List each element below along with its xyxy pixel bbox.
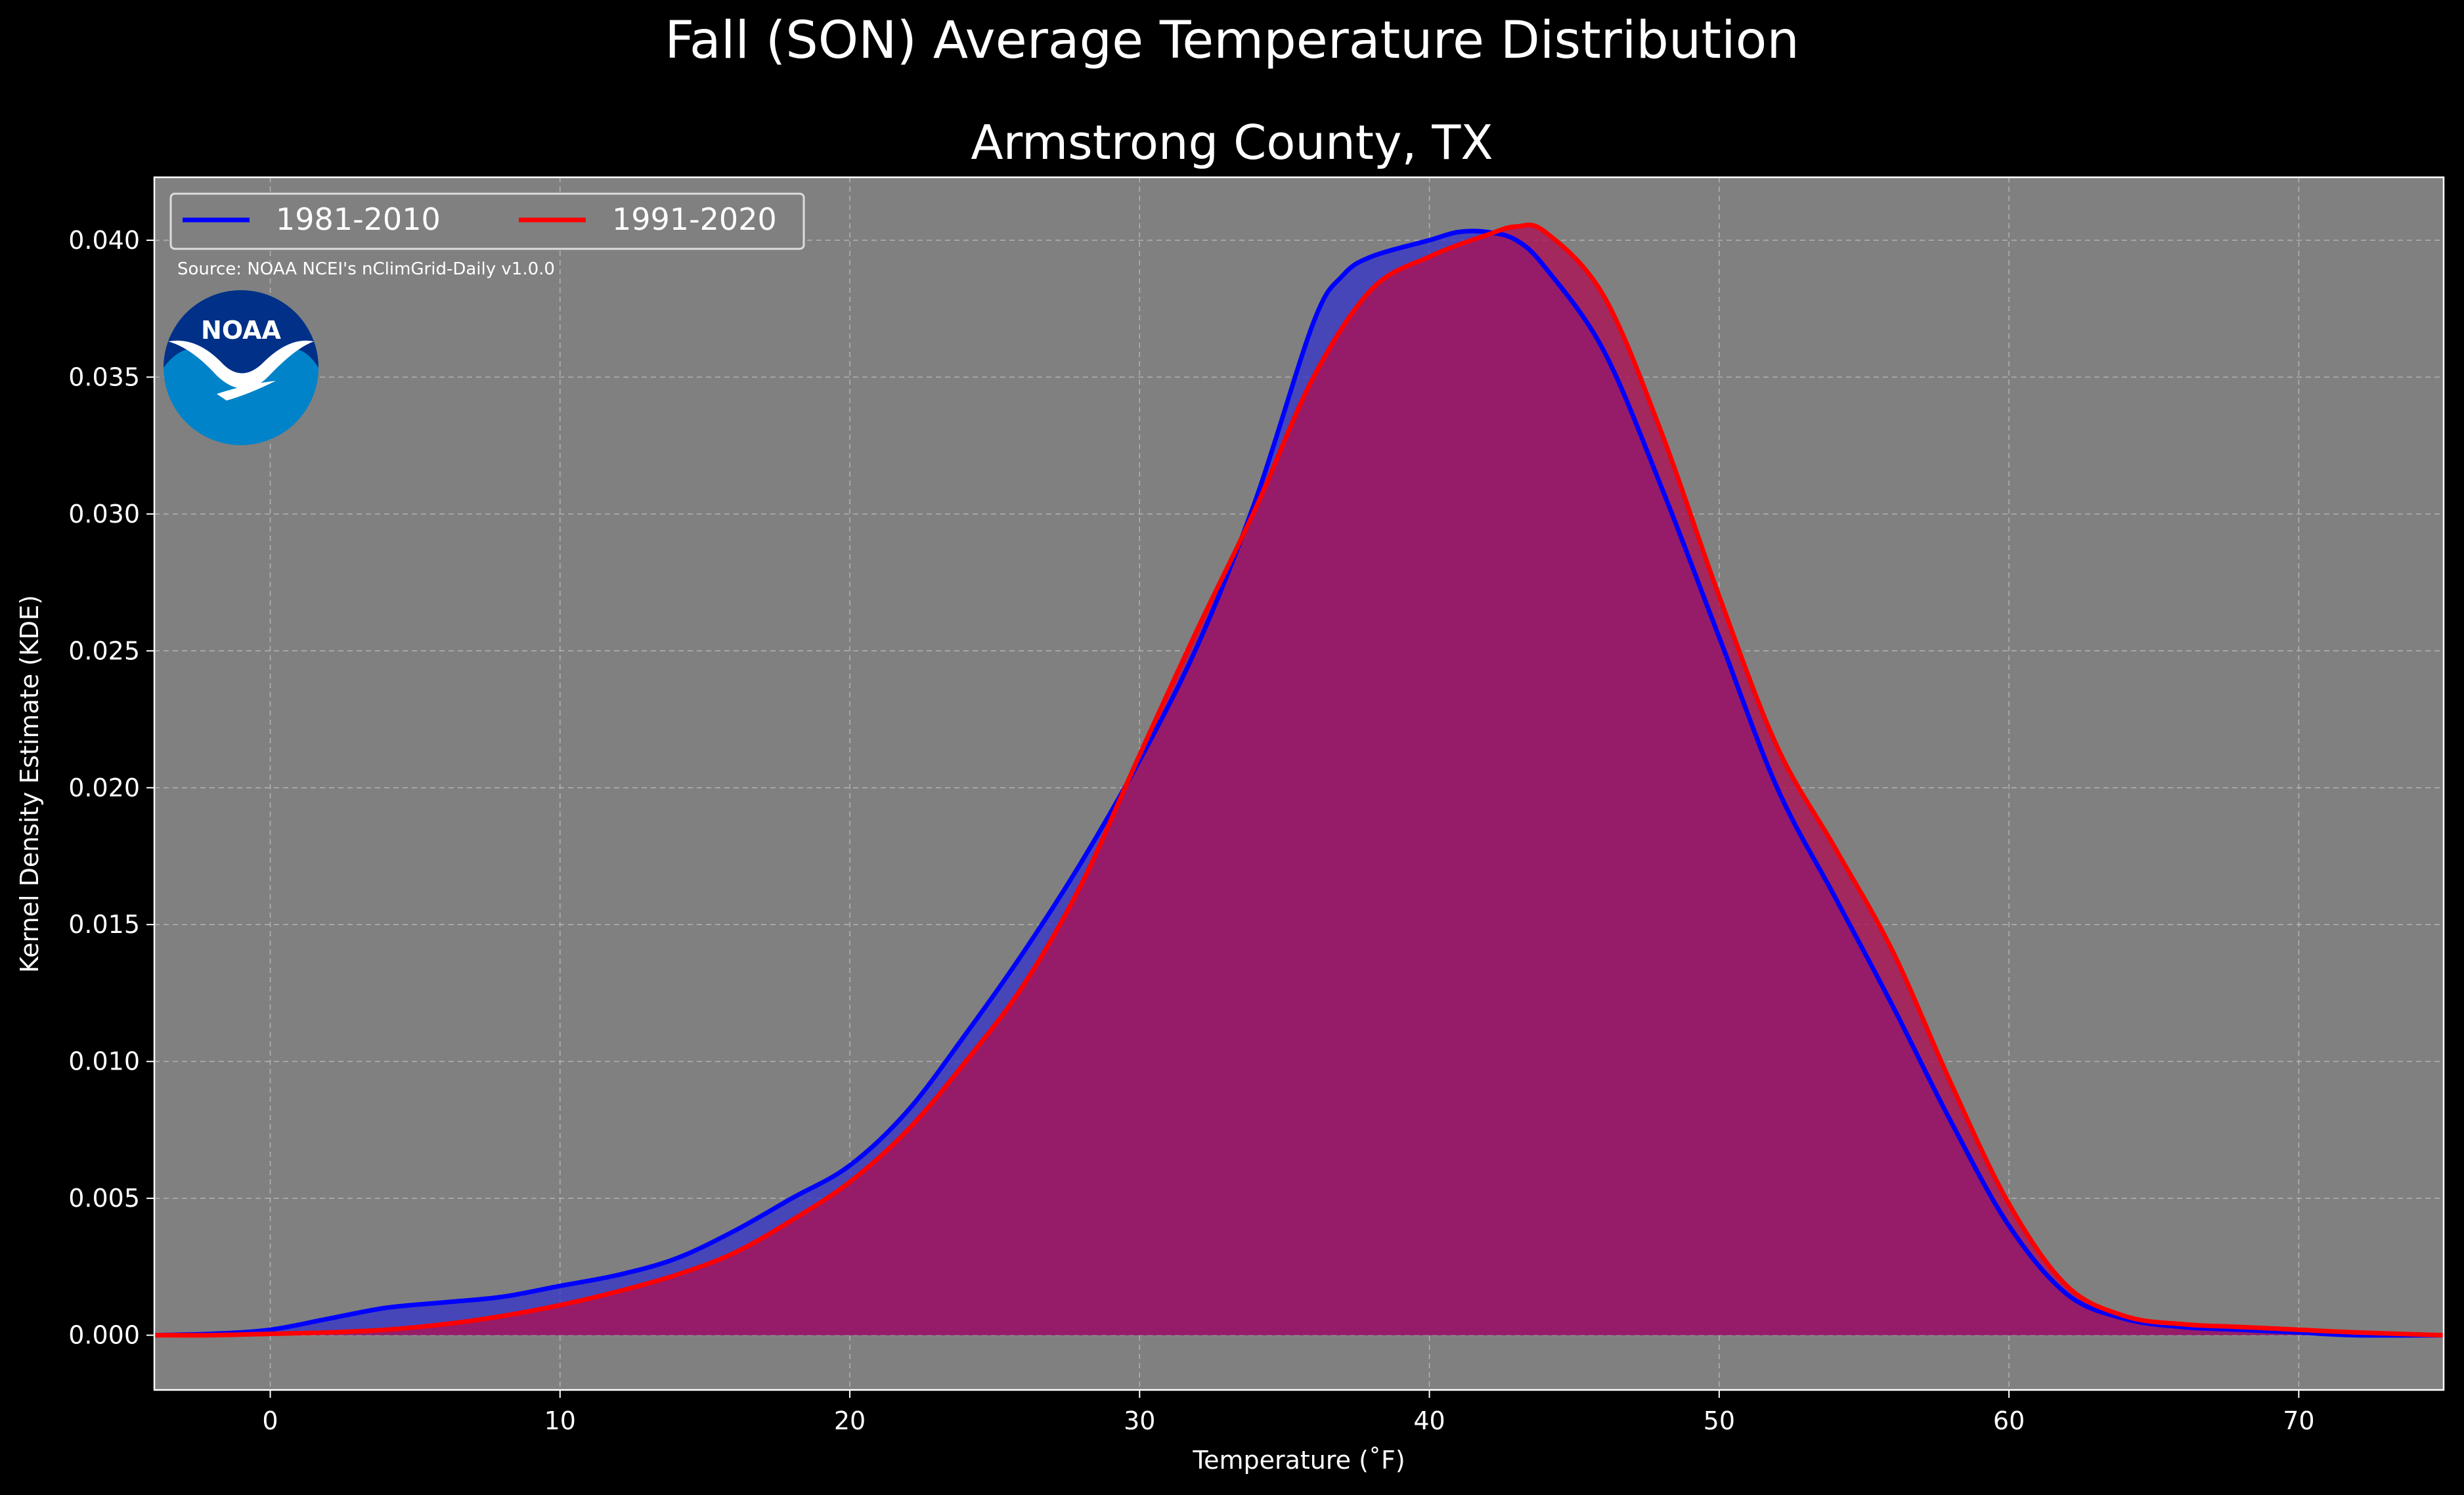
x-tick-label: 30 bbox=[1124, 1406, 1155, 1435]
y-tick-label: 0.025 bbox=[68, 636, 140, 665]
chart-subtitle: Armstrong County, TX bbox=[971, 115, 1493, 170]
y-tick-label: 0.030 bbox=[68, 500, 140, 529]
plot-area: 0 10 20 30 40 50 60 70 0.000 0.005 0.010 0.015 0.020… bbox=[68, 176, 2445, 1435]
y-tick-label: 0.020 bbox=[68, 773, 140, 802]
x-axis-label: Temperature (˚F) bbox=[1192, 1446, 1405, 1475]
legend-frame bbox=[169, 192, 805, 250]
y-tick-label: 0.005 bbox=[68, 1184, 140, 1213]
series-line-1981-2010 bbox=[154, 228, 2444, 1338]
series-line-1991-2020 bbox=[154, 222, 2444, 1338]
y-tick-label: 0.015 bbox=[68, 910, 140, 939]
x-tick-label: 60 bbox=[1993, 1406, 2025, 1435]
plot-frame bbox=[153, 176, 2445, 1391]
series-area-1991-2020 bbox=[154, 225, 2444, 1335]
y-tick-label: 0.040 bbox=[68, 226, 140, 255]
x-tick-label: 40 bbox=[1413, 1406, 1445, 1435]
x-tick-label: 50 bbox=[1704, 1406, 1735, 1435]
source-note: Source: NOAA NCEI's nClimGrid-Daily v1.0… bbox=[177, 259, 555, 279]
chart-title: Fall (SON) Average Temperature Distribut… bbox=[665, 11, 1799, 70]
x-tick-label: 20 bbox=[834, 1406, 866, 1435]
legend: 1981-2010 1991-2020 bbox=[169, 192, 805, 250]
legend-label-1991-2020: 1991-2020 bbox=[612, 202, 777, 237]
noaa-logo-text: NOAA bbox=[201, 316, 281, 345]
x-tick-label: 10 bbox=[544, 1406, 576, 1435]
y-tick-label: 0.035 bbox=[68, 362, 140, 391]
legend-label-1981-2010: 1981-2010 bbox=[276, 202, 441, 237]
y-axis-label: Kernel Density Estimate (KDE) bbox=[15, 595, 44, 973]
noaa-logo-icon: NOAA bbox=[164, 290, 319, 445]
y-tick-label: 0.000 bbox=[68, 1321, 140, 1350]
x-tick-label: 70 bbox=[2283, 1406, 2314, 1435]
y-tick-label: 0.010 bbox=[68, 1047, 140, 1076]
x-tick-label: 0 bbox=[262, 1406, 278, 1435]
